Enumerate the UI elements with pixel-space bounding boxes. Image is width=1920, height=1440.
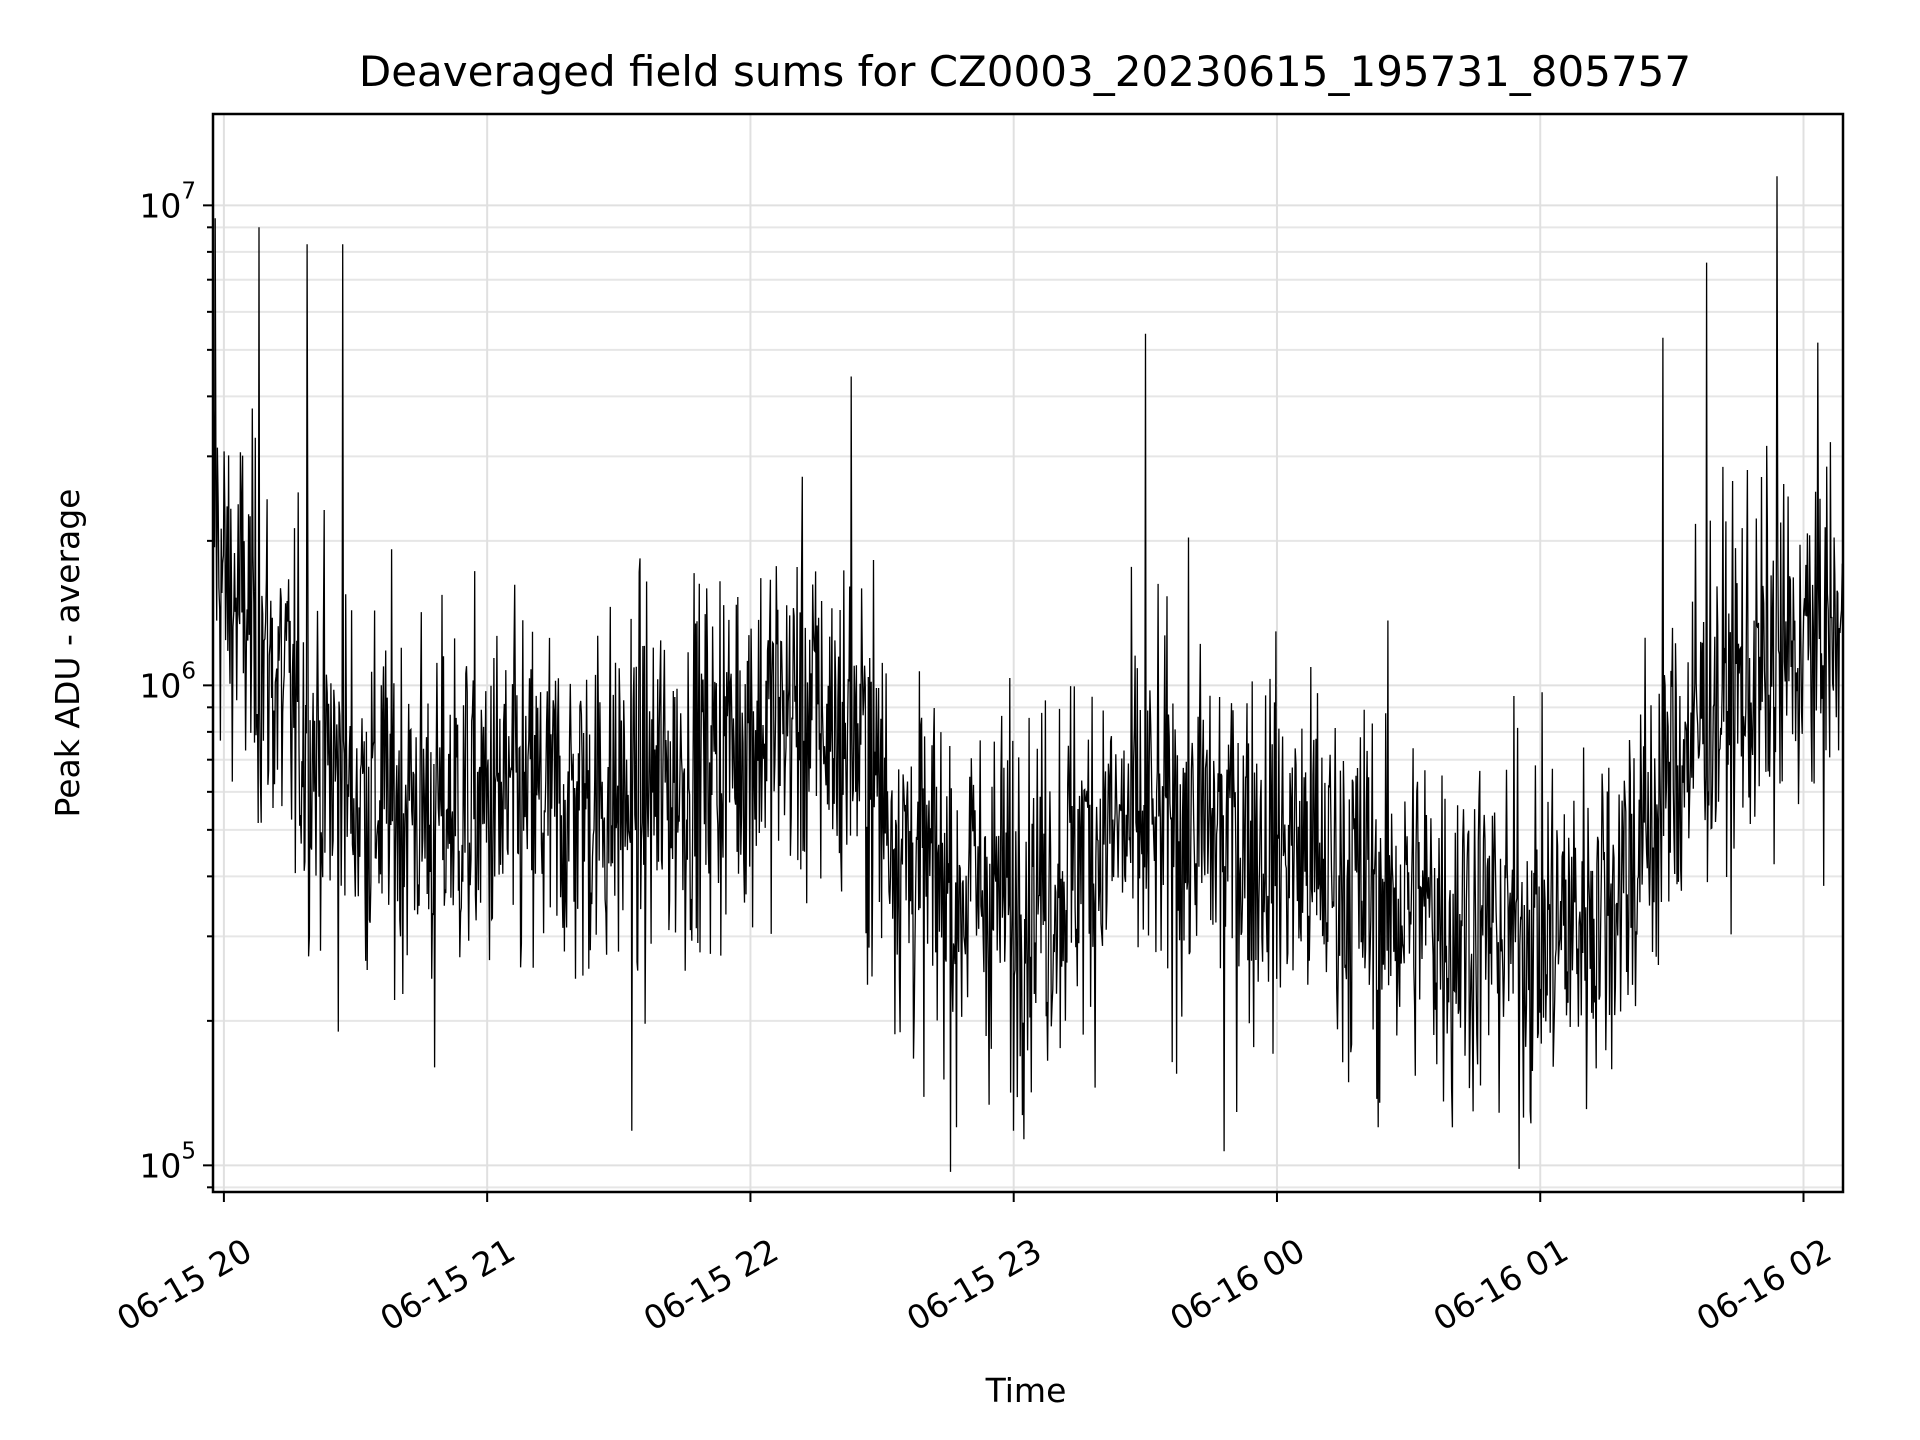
y-axis-label: Peak ADU - average — [48, 489, 87, 818]
x-axis-label: Time — [985, 1371, 1067, 1410]
y-axis: 105 106 107 — [139, 178, 213, 1189]
plot-frame — [211, 112, 1845, 1194]
y-tick-label: 107 — [139, 178, 196, 225]
series-line — [212, 176, 1844, 1172]
y-tick-label: 105 — [139, 1138, 196, 1185]
series-layer — [212, 176, 1844, 1172]
chart-title: Deaveraged field sums for CZ0003_2023061… — [359, 47, 1691, 96]
grid-layer — [213, 114, 1843, 1192]
y-tick-label: 106 — [139, 658, 196, 705]
